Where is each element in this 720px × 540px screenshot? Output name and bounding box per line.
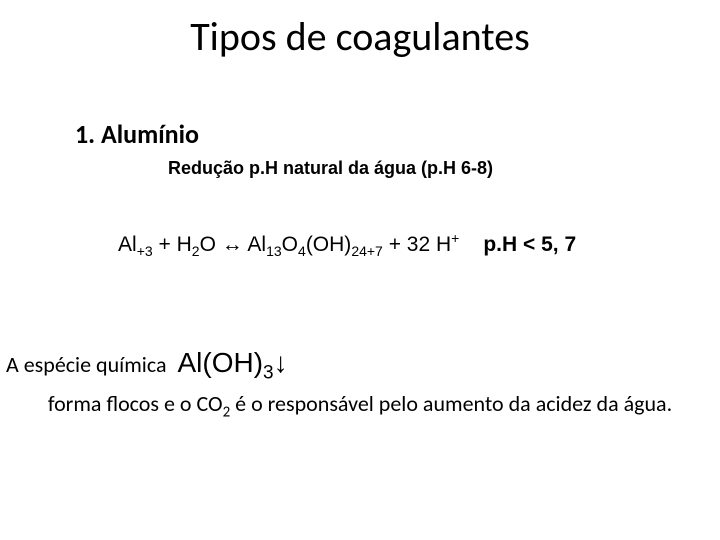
species-line: A espécie química Al(OH)3↓ (6, 347, 288, 385)
eq-ph-condition: p.H < 5, 7 (483, 233, 576, 256)
conclusion-part1: forma flocos e o CO (48, 390, 223, 417)
eq-h-sup: + (451, 230, 459, 246)
eq-o4-sub: 4 (298, 243, 306, 259)
eq-al13-sub: 13 (266, 243, 282, 259)
eq-o4: O (282, 233, 298, 256)
page-title: Tipos de coagulantes (0, 12, 720, 61)
section-heading: 1. Alumínio (75, 118, 199, 150)
reduction-note: Redução p.H natural da água (p.H 6-8) (168, 158, 493, 179)
eq-o-arrow: O ↔ Al (200, 233, 267, 256)
species-sub: 3 (263, 363, 274, 384)
eq-h2-sub: 2 (192, 243, 200, 259)
eq-plus-h: + H (153, 233, 192, 256)
slide: Tipos de coagulantes 1. Alumínio Redução… (0, 0, 720, 540)
down-arrow-icon: ↓ (274, 347, 288, 378)
conclusion-text: forma flocos e o CO2 é o responsável pel… (40, 390, 680, 421)
chemical-equation: Al+3 + H2O ↔ Al13O4(OH)24+7 + 32 H+ p.H <… (118, 230, 576, 259)
eq-al-sub: +3 (137, 243, 153, 259)
eq-plus32: + 32 H (383, 233, 451, 256)
eq-al: Al (118, 233, 137, 256)
species-al: Al(OH) (177, 347, 263, 378)
eq-oh: (OH) (306, 233, 352, 256)
conclusion-part2: é o responsável pelo aumento da acidez d… (230, 390, 672, 417)
eq-oh-sub: 24+7 (351, 243, 383, 259)
species-formula: Al(OH)3↓ (177, 347, 287, 378)
species-prefix: A espécie química (6, 351, 166, 378)
